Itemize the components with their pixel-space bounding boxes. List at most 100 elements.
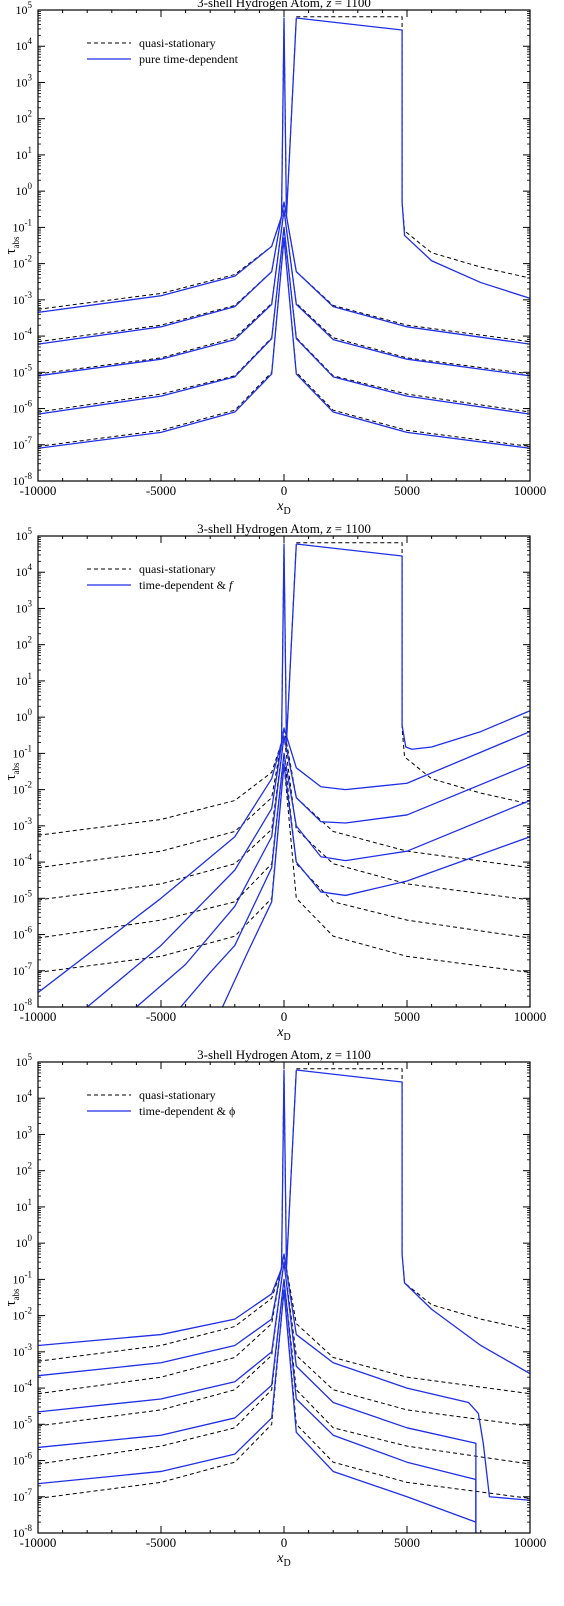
x-tick-label: 5000 [394,1535,420,1550]
y-tick-label: 10-6 [13,1451,33,1468]
x-axis: -10000 -5000 0 5000 10000 [20,536,547,1024]
solid-curve-2 [296,17,530,299]
legend: quasi-stationary time-dependent & ϕ [87,1088,235,1118]
x-axis: -10000 -5000 0 5000 10000 [20,10,547,498]
dashed-curve-2 [296,16,530,279]
y-tick-label: 10-2 [13,1306,33,1323]
dashed-curve-3 [38,201,530,343]
y-axis-label: τabs [3,1288,21,1307]
x-tick-label: -10000 [20,1009,57,1024]
solid-curve-3 [38,201,530,345]
solid-curve-6 [221,763,530,1007]
y-tick-label: 102 [16,635,33,652]
legend: quasi-stationary pure time-dependent [87,36,239,66]
y-axis-label: τabs [3,236,21,255]
y-tick-label: 10-7 [13,961,33,978]
dashed-curve-5 [38,226,530,413]
y-tick-label: 10-1 [13,743,33,760]
dashed-curve-4 [38,735,530,901]
x-tick-label: -10000 [20,483,57,498]
y-tick-label: 10-4 [13,1378,33,1395]
x-tick-label: 10000 [514,1009,547,1024]
y-tick-label: 10-8 [13,1523,33,1540]
y-tick-label: 101 [16,1197,33,1214]
solid-curve-6 [38,1289,477,1523]
y-axis: 10-8 10-7 10-6 10-5 10-4 10-3 10-2 10-1 100 101 10… [13,1052,530,1540]
legend-label: time-dependent & ϕ [139,1104,235,1118]
chart-panel-1: 3-shell Hydrogen Atom, z = 110010-810-71… [3,0,546,517]
y-tick-label: 10-2 [13,254,33,271]
y-tick-label: 10-2 [13,780,33,797]
solid-curve-4 [38,209,530,377]
solid-curve-1 [38,1069,297,1347]
y-tick-label: 104 [16,1088,33,1105]
dashed-curve-1 [38,542,297,836]
y-tick-label: 101 [16,145,33,162]
solid-curve-3 [86,727,530,1007]
y-tick-label: 10-7 [13,1487,33,1504]
chart-title: 3-shell Hydrogen Atom, z = 1100 [197,0,371,10]
y-tick-label: 105 [16,1052,33,1069]
dashed-curve-5 [38,752,530,939]
x-tick-label: 0 [281,1009,288,1024]
legend-label: quasi-stationary [139,1088,216,1102]
plot-area [38,16,530,449]
y-tick-label: 10-5 [13,362,33,379]
dashed-curve-4 [38,209,530,375]
y-tick-label: 100 [16,1233,33,1250]
dashed-curve-4 [38,1261,530,1427]
x-tick-label: 10000 [514,483,547,498]
x-axis-label: xD [276,499,290,517]
y-tick-label: 103 [16,1124,33,1141]
legend-label: quasi-stationary [139,562,216,576]
solid-curve-6 [38,237,530,449]
solid-curve-3 [38,1253,530,1501]
solid-curve-2 [296,1069,530,1375]
solid-curve-4 [135,735,530,1007]
chart-panel-2: 3-shell Hydrogen Atom, z = 110010-810-71… [3,521,546,1043]
x-tick-label: 0 [281,1535,288,1550]
x-tick-label: 5000 [394,483,420,498]
legend: quasi-stationary time-dependent & f [87,562,234,592]
y-tick-label: 102 [16,109,33,126]
y-tick-label: 105 [16,526,33,543]
plot-area [38,542,530,1007]
solid-curve-1 [38,17,297,314]
x-axis: -10000 -5000 0 5000 10000 [20,1062,546,1550]
y-tick-label: 10-8 [13,997,33,1014]
plot-frame [37,9,531,482]
dashed-curve-3 [38,727,530,869]
y-tick-label: 10-6 [13,925,33,942]
y-tick-label: 10-3 [13,816,33,833]
x-axis-label: xD [276,1551,290,1569]
y-tick-label: 10-4 [13,852,33,869]
x-tick-label: 5000 [394,1009,420,1024]
y-tick-label: 102 [16,1161,33,1178]
x-tick-label: -10000 [20,1535,57,1550]
dashed-curve-2 [296,542,530,805]
solid-curve-1 [38,543,297,994]
y-tick-label: 104 [16,36,33,53]
y-tick-label: 100 [16,707,33,724]
y-tick-label: 10-3 [13,290,33,307]
dashed-curve-3 [38,1253,530,1395]
y-tick-label: 104 [16,562,33,579]
dashed-curve-6 [38,763,530,973]
dashed-curve-1 [38,1068,297,1362]
solid-curve-4 [38,1261,477,1533]
y-tick-label: 10-1 [13,1269,33,1286]
y-tick-label: 10-7 [13,435,33,452]
y-tick-label: 10-3 [13,1342,33,1359]
legend-label: pure time-dependent [139,52,239,66]
x-tick-label: -5000 [146,1535,176,1550]
x-tick-label: -5000 [146,1009,176,1024]
legend-label: quasi-stationary [139,36,216,50]
y-tick-label: 105 [16,0,33,17]
y-tick-label: 10-5 [13,888,33,905]
y-axis: 10-8 10-7 10-6 10-5 10-4 10-3 10-2 10-1 100 101 10… [13,526,530,1014]
y-tick-label: 101 [16,671,33,688]
x-tick-label: 0 [281,483,288,498]
solid-curve-2 [296,543,530,750]
y-tick-label: 100 [16,181,33,198]
y-tick-label: 10-4 [13,326,33,343]
